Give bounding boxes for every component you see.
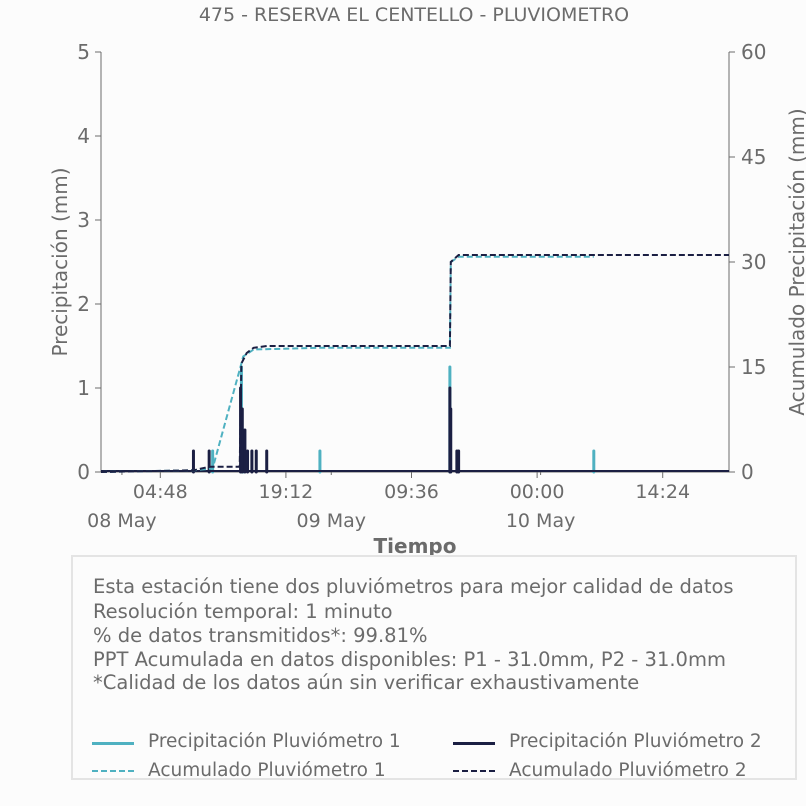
x-tick-label: 19:12 [259, 481, 314, 503]
info-line: *Calidad de los datos aún sin verificar … [93, 671, 640, 694]
legend-label-p2: Precipitación Pluviómetro 2 [509, 731, 762, 752]
y-right-tick-label: 30 [741, 250, 766, 274]
legend-label-p1: Precipitación Pluviómetro 1 [148, 731, 401, 752]
x-tick-label: 00:00 [510, 481, 565, 503]
x-date-label: 10 May [506, 510, 576, 532]
info-line: % de datos transmitidos*: 99.81% [93, 624, 428, 647]
legend-swatch-p2 [453, 742, 495, 745]
y-tick-label: 0 [77, 460, 90, 484]
x-axis-label: Tiempo [374, 534, 457, 558]
y-tick-label: 3 [77, 208, 90, 232]
y-right-tick-label: 45 [741, 145, 766, 169]
cumulative-line [100, 254, 729, 473]
y-right-tick-label: 0 [741, 460, 754, 484]
x-tick-label: 09:36 [384, 481, 439, 503]
info-line: PPT Acumulada en datos disponibles: P1 -… [93, 648, 726, 671]
info-line: Esta estación tiene dos pluviómetros par… [93, 575, 734, 598]
x-date-label: 08 May [87, 510, 157, 532]
cumulative-line [100, 255, 594, 473]
y-axis-right-label: Acumulado Precipitación (mm) [785, 108, 806, 415]
x-tick-label: 04:48 [133, 481, 188, 503]
y-right-tick-label: 60 [741, 40, 766, 64]
y-right-tick-label: 15 [741, 355, 766, 379]
x-tick-label: 14:24 [635, 481, 690, 503]
chart-title: 475 - RESERVA EL CENTELLO - PLUVIOMETRO [199, 4, 629, 26]
legend-swatch-p1 [92, 742, 134, 745]
rain-chart: 475 - RESERVA EL CENTELLO - PLUVIOMETRO … [48, 4, 806, 558]
y-tick-label: 4 [77, 124, 90, 148]
y-tick-label: 2 [77, 292, 90, 316]
legend-swatch-acc1 [92, 770, 134, 772]
legend-label-acc1: Acumulado Pluviómetro 1 [148, 760, 386, 781]
y-tick-label: 5 [77, 40, 90, 64]
y-tick-label: 1 [77, 376, 90, 400]
info-box: Esta estación tiene dos pluviómetros par… [71, 555, 797, 781]
legend-swatch-acc2 [453, 770, 495, 772]
y-axis-label: Precipitación (mm) [48, 167, 72, 356]
x-date-label: 09 May [297, 510, 367, 532]
info-line: Resolución temporal: 1 minuto [93, 600, 393, 623]
legend-label-acc2: Acumulado Pluviómetro 2 [509, 760, 747, 781]
